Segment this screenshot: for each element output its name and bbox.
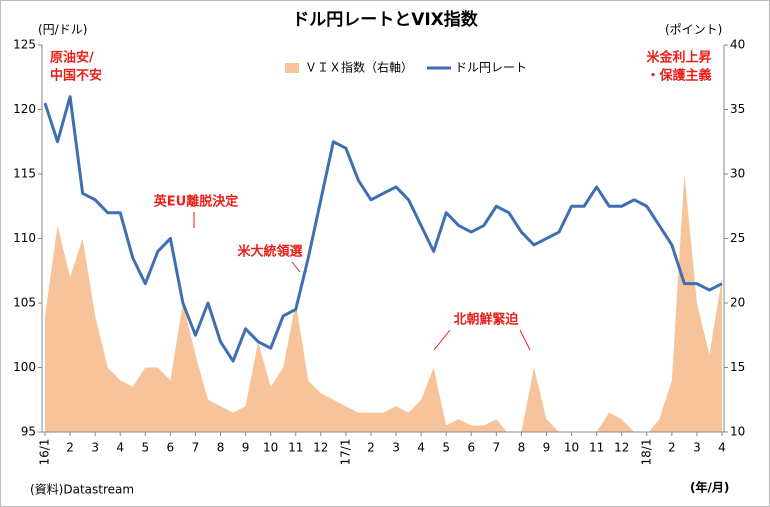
x-tick-label: 18/1	[639, 439, 653, 466]
x-tick-label: 12	[313, 441, 328, 455]
x-tick-label: 11	[589, 441, 604, 455]
y-tick-label: 100	[13, 360, 36, 374]
x-tick-label: 11	[288, 441, 303, 455]
x-tick-label: 3	[392, 441, 400, 455]
annotation: 中国不安	[50, 68, 102, 84]
x-tick-label: 4	[116, 441, 124, 455]
annotation: 原油安/	[50, 50, 94, 66]
x-tick-label: 3	[91, 441, 99, 455]
source: (資料)Datastream	[30, 483, 134, 497]
chart-title: ドル円レートとVIX指数	[292, 9, 479, 30]
y2-tick-label: 35	[730, 102, 745, 116]
x-tick-label: 8	[217, 441, 225, 455]
x-tick-label: 5	[141, 441, 149, 455]
y2-axis-label: (ポイント)	[665, 23, 722, 37]
x-tick-label: 12	[614, 441, 629, 455]
annotation: 米金利上昇	[646, 50, 711, 66]
legend-label: ＶＩＸ指数（右軸）	[305, 60, 413, 75]
legend-swatch	[285, 63, 299, 73]
y2-tick-label: 10	[730, 425, 745, 439]
y-tick-label: 110	[13, 231, 36, 245]
usdjpy-line	[43, 95, 723, 363]
x-tick-label: 6	[167, 441, 175, 455]
y-tick-label: 120	[13, 102, 36, 116]
y2-tick-label: 15	[730, 360, 745, 374]
x-tick-label: 2	[668, 441, 676, 455]
y2-tick-label: 30	[730, 167, 745, 181]
x-tick-label: 7	[493, 441, 501, 455]
x-tick-label: 2	[367, 441, 375, 455]
x-tick-label: 7	[192, 441, 200, 455]
x-tick-label: 5	[442, 441, 450, 455]
x-tick-label: 10	[263, 441, 278, 455]
y2-tick-label: 40	[730, 38, 745, 52]
annotation: 米大統領選	[237, 244, 302, 260]
y-tick-label: 105	[13, 296, 36, 310]
annotation-arrows	[193, 212, 531, 351]
x-tick-label: 6	[467, 441, 475, 455]
x-tick-label: 3	[693, 441, 701, 455]
x-tick-label: 10	[564, 441, 579, 455]
x-tick-label: 9	[543, 441, 551, 455]
annotation: 英EU離脱決定	[153, 194, 238, 210]
y-tick-label: 95	[21, 425, 36, 439]
y-tick-label: 115	[13, 167, 36, 181]
x-axis-label: (年/月)	[690, 480, 729, 495]
x-tick-label: 8	[518, 441, 526, 455]
x-tick-label: 4	[718, 441, 726, 455]
annotation: ・保護主義	[646, 68, 711, 84]
x-tick-label: 4	[417, 441, 425, 455]
x-tick-label: 17/1	[338, 439, 352, 466]
x-tick-label: 2	[66, 441, 74, 455]
legend-label: ドル円レート	[455, 61, 527, 75]
y-axis-label: (円/ドル)	[38, 23, 87, 37]
annotation: 北朝鮮緊迫	[453, 312, 519, 328]
x-tick-label: 16/1	[38, 439, 52, 466]
y-tick-label: 125	[13, 38, 36, 52]
y2-tick-label: 20	[730, 296, 745, 310]
x-tick-label: 9	[242, 441, 250, 455]
plot-area	[43, 95, 723, 432]
y2-tick-label: 25	[730, 231, 745, 245]
vix-area	[45, 174, 722, 432]
